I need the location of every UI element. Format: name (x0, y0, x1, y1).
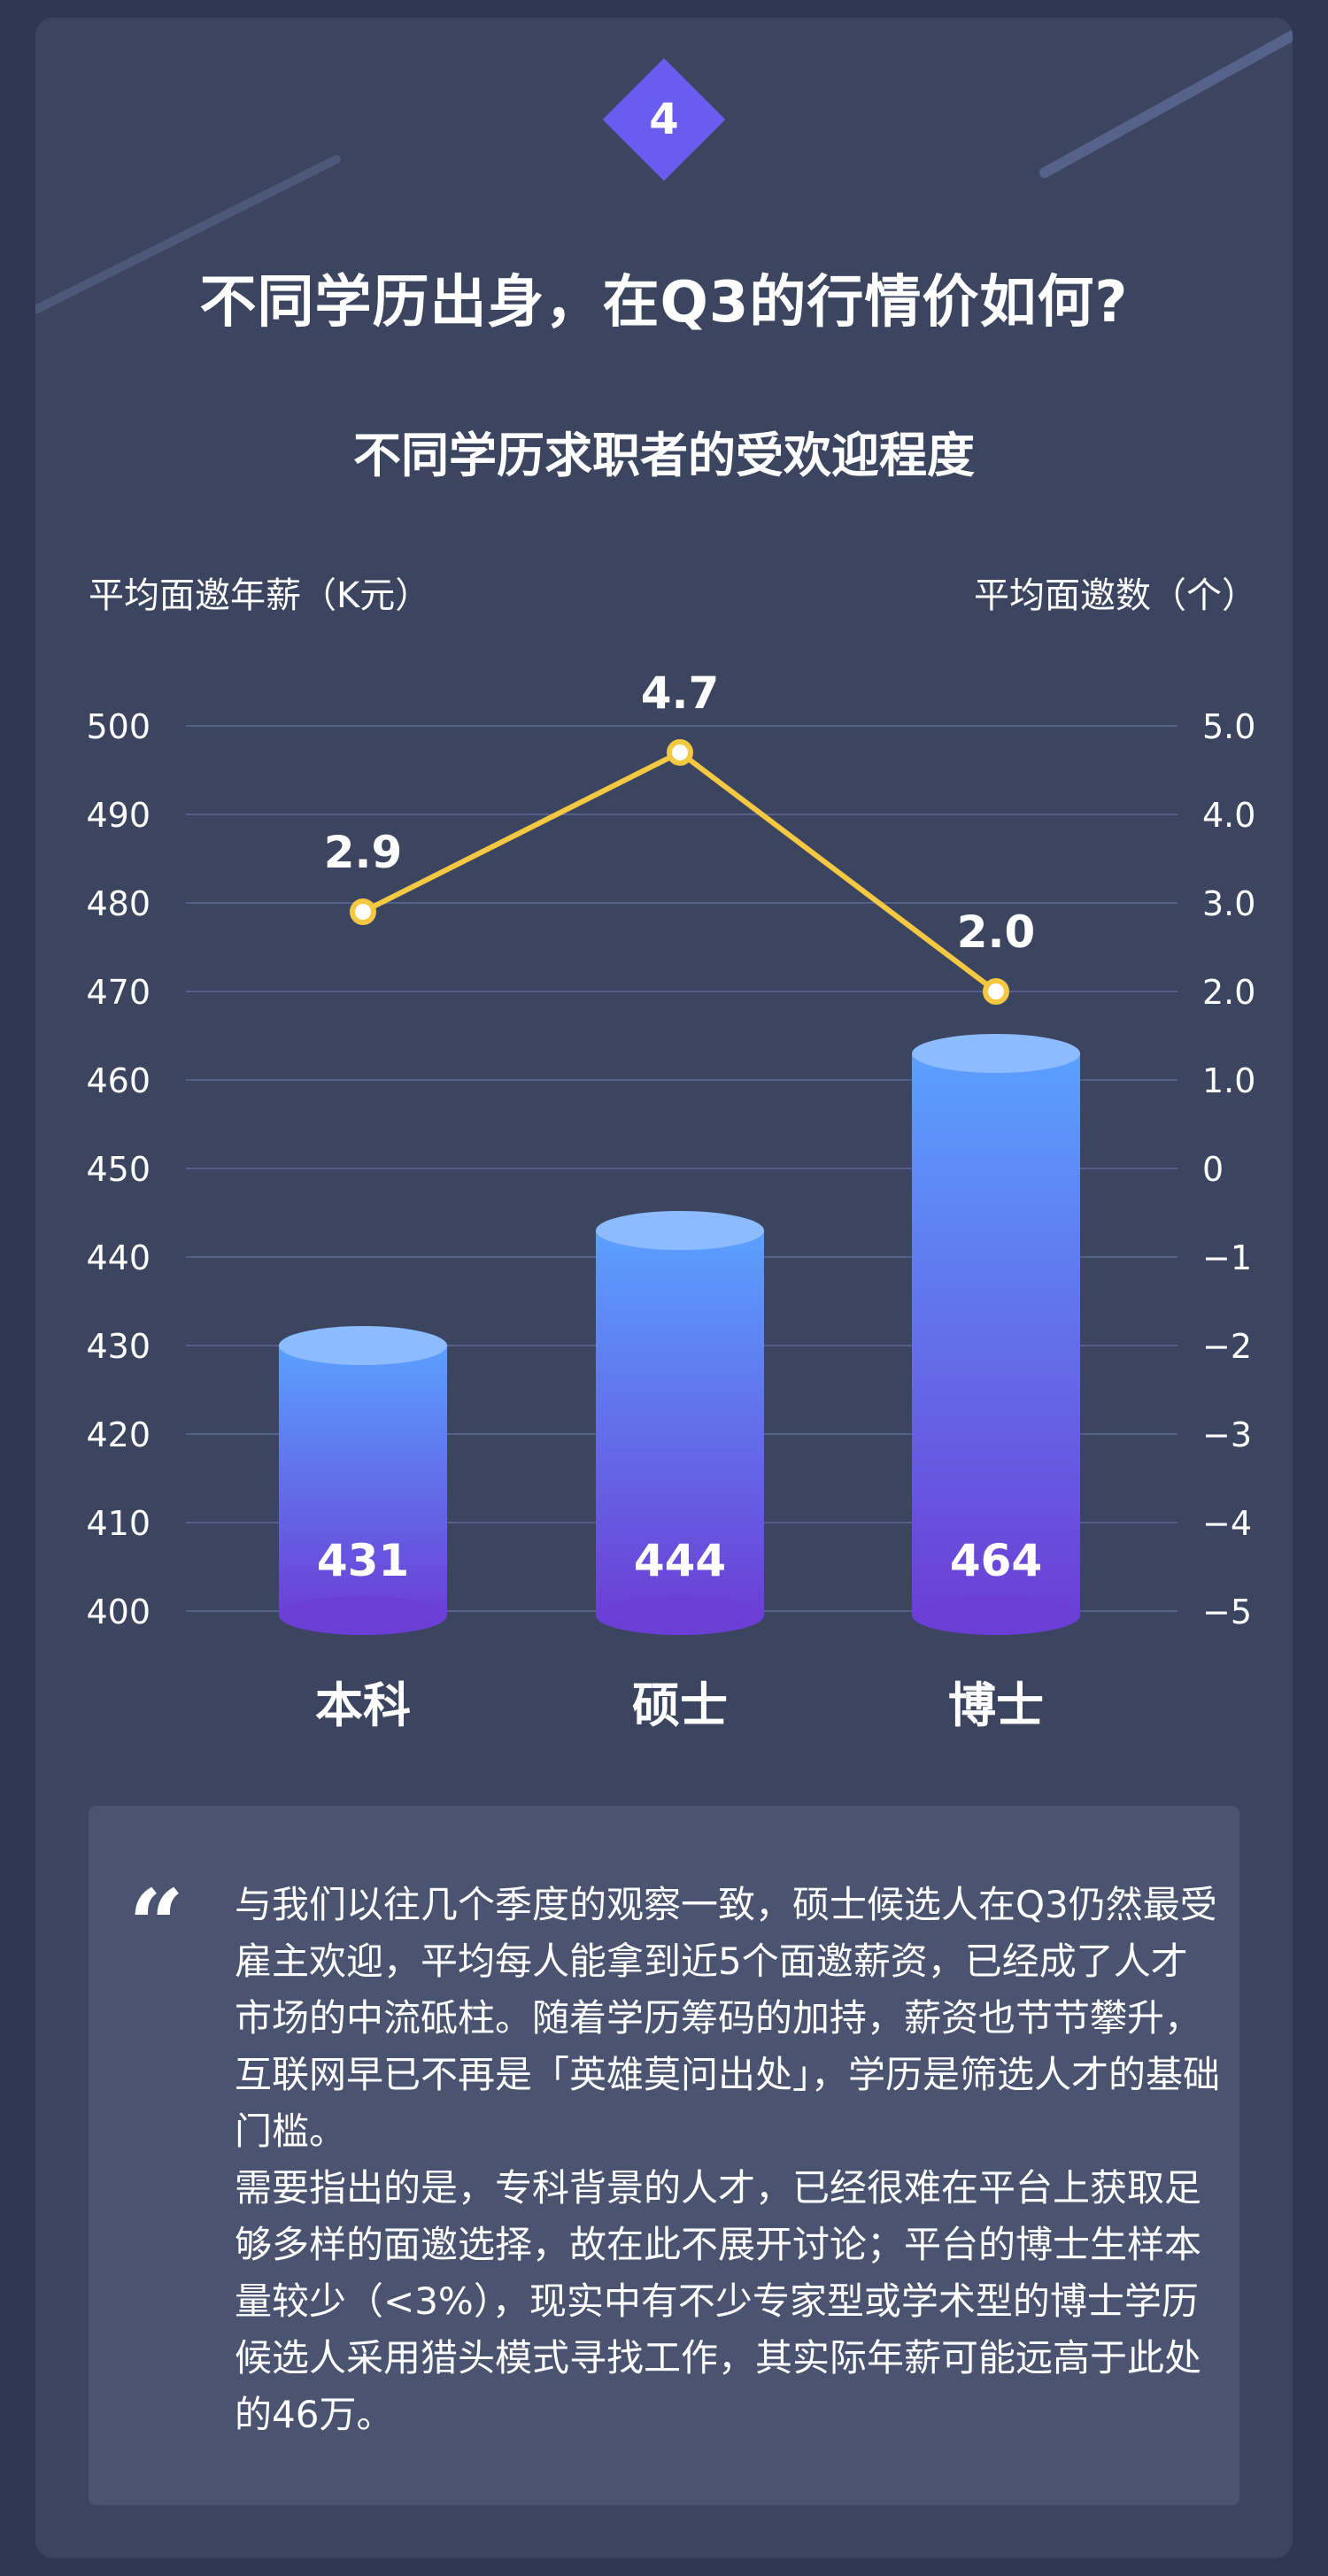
line-value-label: 2.0 (957, 906, 1036, 958)
x-category-label: 本科 (315, 1677, 411, 1733)
bar-2: 444 (596, 1211, 764, 1635)
bar-body (279, 1346, 447, 1616)
bar-value-label: 464 (950, 1535, 1042, 1586)
section-number: 4 (649, 95, 679, 144)
y-left-tick-label: 470 (86, 973, 151, 1012)
line-point (983, 978, 1009, 1005)
y-right-tick-label: 5.0 (1202, 707, 1255, 746)
bar-value-label: 444 (634, 1535, 726, 1586)
y-left-tick-label: 440 (86, 1238, 151, 1277)
y-left-tick-label: 420 (86, 1415, 151, 1454)
y-right-tick-label: −3 (1202, 1415, 1252, 1454)
bar-cap (912, 1034, 1080, 1073)
bar-body (596, 1230, 764, 1616)
bar-3: 464 (912, 1034, 1080, 1635)
y-left-tick-label: 500 (86, 707, 151, 746)
y-axis-left-label: 平均面邀年薪（K元） (89, 575, 431, 616)
y-left-tick-label: 430 (86, 1327, 151, 1366)
y-left-tick-label: 400 (86, 1593, 151, 1631)
commentary-text: 与我们以往几个季度的观察一致，硕士候选人在Q3仍然最受雇主欢迎，平均每人能拿到近… (235, 1877, 1222, 2443)
line-series (361, 749, 998, 994)
y-right-tick-label: −5 (1202, 1593, 1252, 1631)
commentary-paragraph-2: 需要指出的是，专科背景的人才，已经很难在平台上获取足够多样的面邀选择，故在此不展… (235, 2166, 1202, 2436)
y-left-tick-label: 490 (86, 796, 151, 835)
y-right-tick-label: 4.0 (1202, 796, 1255, 835)
bar-cap (596, 1211, 764, 1250)
line-point (667, 739, 693, 766)
bar-base (912, 1596, 1080, 1635)
y-left-tick-label: 450 (86, 1150, 151, 1189)
chart-title: 不同学历求职者的受欢迎程度 (353, 428, 975, 483)
x-category-label: 博士 (948, 1677, 1044, 1733)
bar-base (279, 1596, 447, 1635)
y-right-tick-label: 0 (1202, 1150, 1224, 1189)
bar-line-chart: 500 490 480 470 460 450 440 430 420 410 400 5.0 4.0… (86, 667, 1255, 1733)
page-title: 不同学历出身，在Q3的行情价如何? (199, 270, 1129, 335)
commentary-paragraph-1: 与我们以往几个季度的观察一致，硕士候选人在Q3仍然最受雇主欢迎，平均每人能拿到近… (235, 1883, 1221, 2153)
bar-1: 431 (279, 1326, 447, 1635)
line-value-label: 2.9 (324, 827, 403, 878)
bar-base (596, 1596, 764, 1635)
y-left-tick-label: 480 (86, 884, 151, 923)
y-right-tick-label: 2.0 (1202, 973, 1255, 1012)
bar-cap (279, 1326, 447, 1365)
line-point (350, 899, 376, 925)
y-axis-right-label: 平均面邀数（个） (974, 575, 1257, 616)
y-right-tick-label: −1 (1202, 1238, 1252, 1277)
y-right-tick-label: −4 (1202, 1504, 1252, 1543)
y-right-tick-label: 1.0 (1202, 1061, 1255, 1100)
y-left-tick-label: 460 (86, 1061, 151, 1100)
bar-body (912, 1053, 1080, 1616)
x-category-label: 硕士 (632, 1677, 728, 1733)
background-decoration (35, 30, 1293, 314)
y-right-tick-label: −2 (1202, 1327, 1252, 1366)
bar-value-label: 431 (317, 1535, 409, 1586)
y-right-tick-label: 3.0 (1202, 884, 1255, 923)
line-value-label: 4.7 (641, 667, 720, 719)
commentary-box (89, 1806, 1239, 2505)
y-left-tick-label: 410 (86, 1504, 151, 1543)
infographic-card: 4 不同学历出身，在Q3的行情价如何? 不同学历求职者的受欢迎程度 平均面邀年薪… (35, 18, 1293, 2558)
quote-mark-icon: “ (128, 1868, 185, 1982)
